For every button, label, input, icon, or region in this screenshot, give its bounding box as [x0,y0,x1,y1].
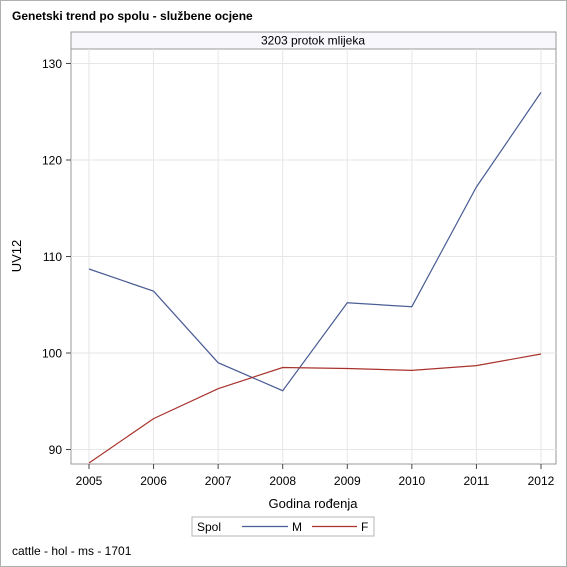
legend-label-m: M [292,520,302,534]
x-axis-label: Godina rođenja [269,496,359,511]
y-tick-label: 90 [49,443,63,457]
x-tick-label: 2012 [528,474,555,488]
x-tick-label: 2009 [334,474,361,488]
y-axis-label: UV12 [9,240,24,273]
grid [71,49,556,464]
x-tick-label: 2008 [269,474,296,488]
page-title: Genetski trend po spolu - službene ocjen… [12,9,253,23]
footer-note: cattle - hol - ms - 1701 [12,544,132,558]
x-tick-label: 2006 [140,474,167,488]
y-tick-label: 130 [42,57,62,71]
x-tick-label: 2010 [398,474,425,488]
y-tick-label: 110 [43,250,62,264]
x-tick-label: 2007 [205,474,232,488]
legend-label-f: F [361,520,368,534]
series-line-f [88,353,542,464]
x-tick-label: 2005 [76,474,103,488]
y-tick-label: 120 [42,153,62,167]
legend-title: Spol [197,520,221,534]
series-line-m [88,92,542,392]
series-lines [88,92,542,464]
panel-title: 3203 protok mlijeka [261,34,365,48]
axes: 2005 2006 2007 2008 2009 2010 2011 2012 90 100 110… [42,57,555,488]
x-tick-label: 2011 [464,474,490,488]
y-tick-label: 100 [42,347,62,361]
